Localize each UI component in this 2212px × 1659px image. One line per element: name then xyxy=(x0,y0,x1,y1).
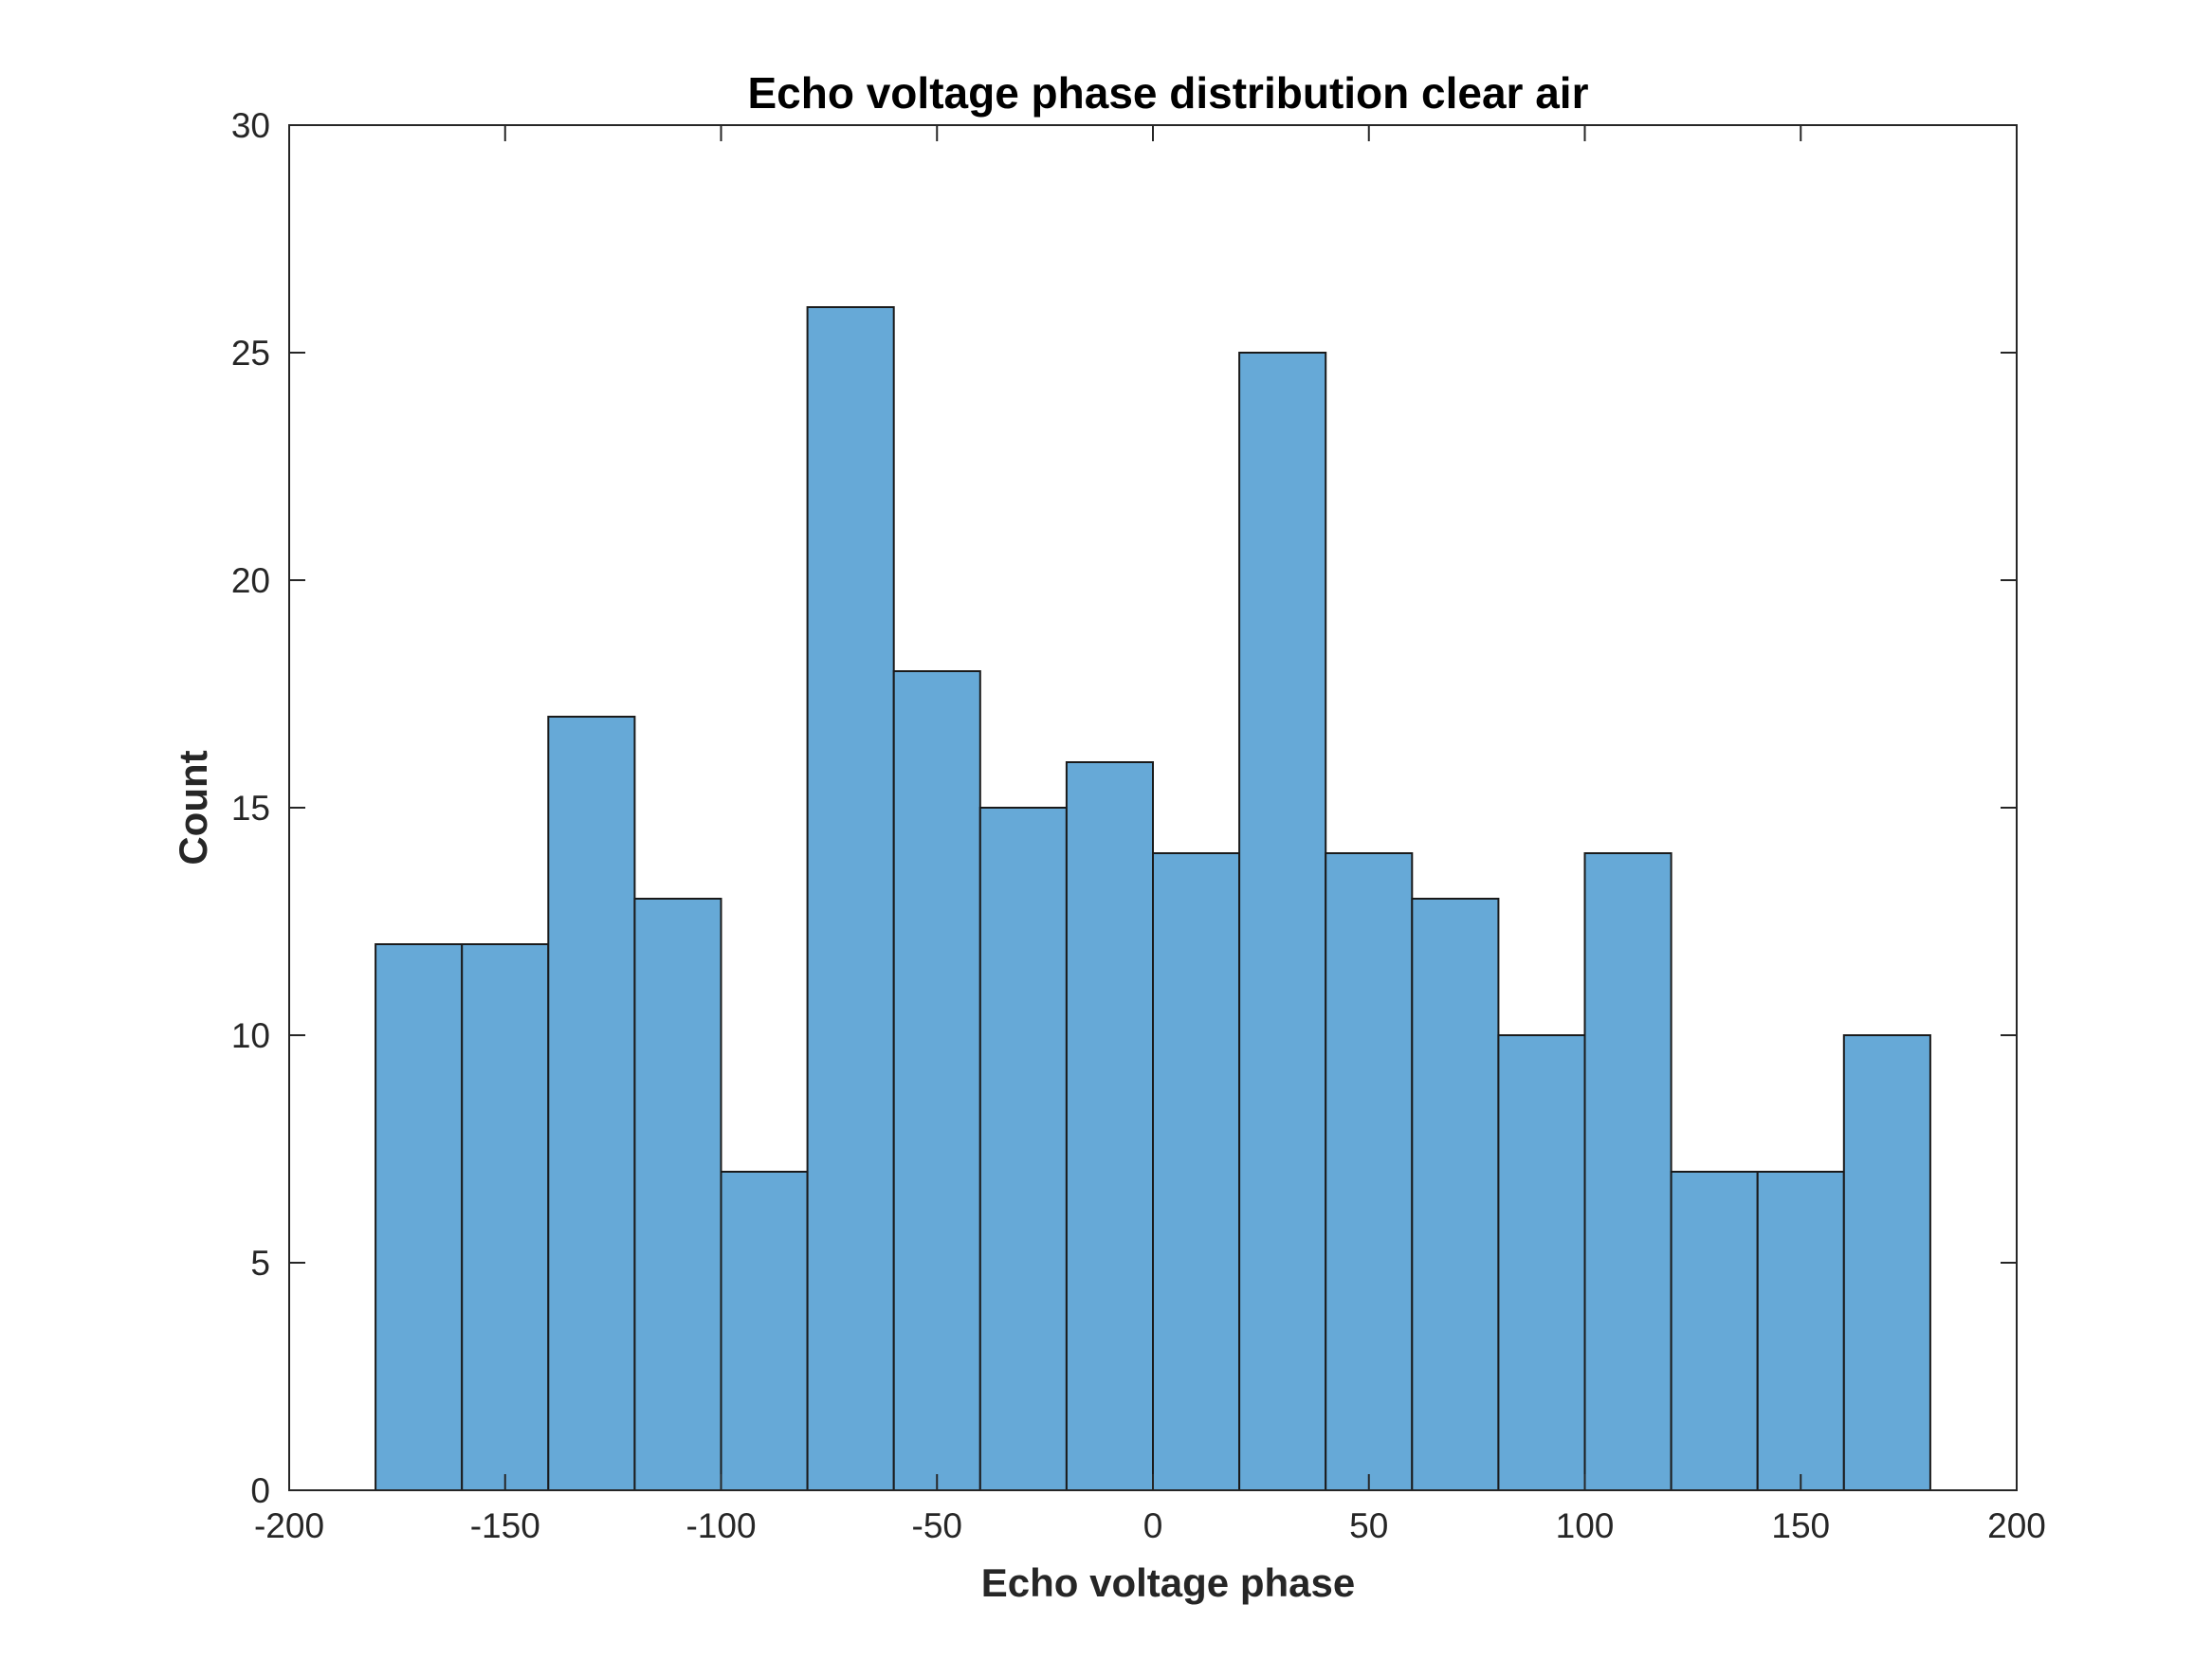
x-tick-label: -200 xyxy=(254,1506,324,1545)
y-tick-label: 0 xyxy=(250,1471,270,1510)
x-tick-label: -150 xyxy=(470,1506,540,1545)
bars-layer xyxy=(375,306,1931,1491)
histogram-bar xyxy=(1583,852,1673,1491)
y-tick-labels: 0 5 10 15 20 25 30 xyxy=(231,106,270,1510)
histogram-bar xyxy=(633,898,722,1491)
histogram-bar xyxy=(720,1171,809,1491)
y-tick-label: 5 xyxy=(250,1244,270,1283)
histogram-bar xyxy=(1152,852,1241,1491)
y-tick-label: 30 xyxy=(231,106,270,145)
y-axis-label: Count xyxy=(171,750,215,865)
y-tick-label: 15 xyxy=(231,789,270,828)
x-tick-label: 200 xyxy=(1987,1506,2046,1545)
axes-box xyxy=(288,124,2018,1491)
y-tick-label: 20 xyxy=(231,561,270,600)
y-tick-label: 10 xyxy=(231,1016,270,1055)
x-tick-label: -100 xyxy=(686,1506,756,1545)
histogram-bar xyxy=(1238,352,1327,1491)
histogram-bar xyxy=(978,807,1068,1491)
x-tick-labels: -200 -150 -100 -50 0 50 100 150 200 xyxy=(254,1506,2046,1545)
chart-title: Echo voltage phase distribution clear ai… xyxy=(747,68,1588,118)
y-tick-label: 25 xyxy=(231,334,270,373)
histogram-bar xyxy=(547,716,636,1491)
histogram-bar xyxy=(1842,1034,1931,1491)
histogram-bar xyxy=(1670,1171,1759,1491)
histogram-bar xyxy=(1325,852,1414,1491)
x-tick-label: -50 xyxy=(912,1506,962,1545)
x-tick-label: 50 xyxy=(1349,1506,1388,1545)
x-tick-label: 100 xyxy=(1556,1506,1615,1545)
histogram-bar xyxy=(1497,1034,1586,1491)
histogram-bar xyxy=(1065,761,1155,1491)
x-axis-label: Echo voltage phase xyxy=(981,1560,1355,1605)
x-tick-label: 150 xyxy=(1771,1506,1830,1545)
histogram-bar xyxy=(1756,1171,1845,1491)
histogram-bar xyxy=(892,670,981,1491)
histogram-bar xyxy=(806,306,895,1491)
histogram-bar xyxy=(461,943,550,1491)
histogram-bar xyxy=(1411,898,1500,1491)
x-tick-label: 0 xyxy=(1143,1506,1163,1545)
histogram-bar xyxy=(375,943,464,1491)
